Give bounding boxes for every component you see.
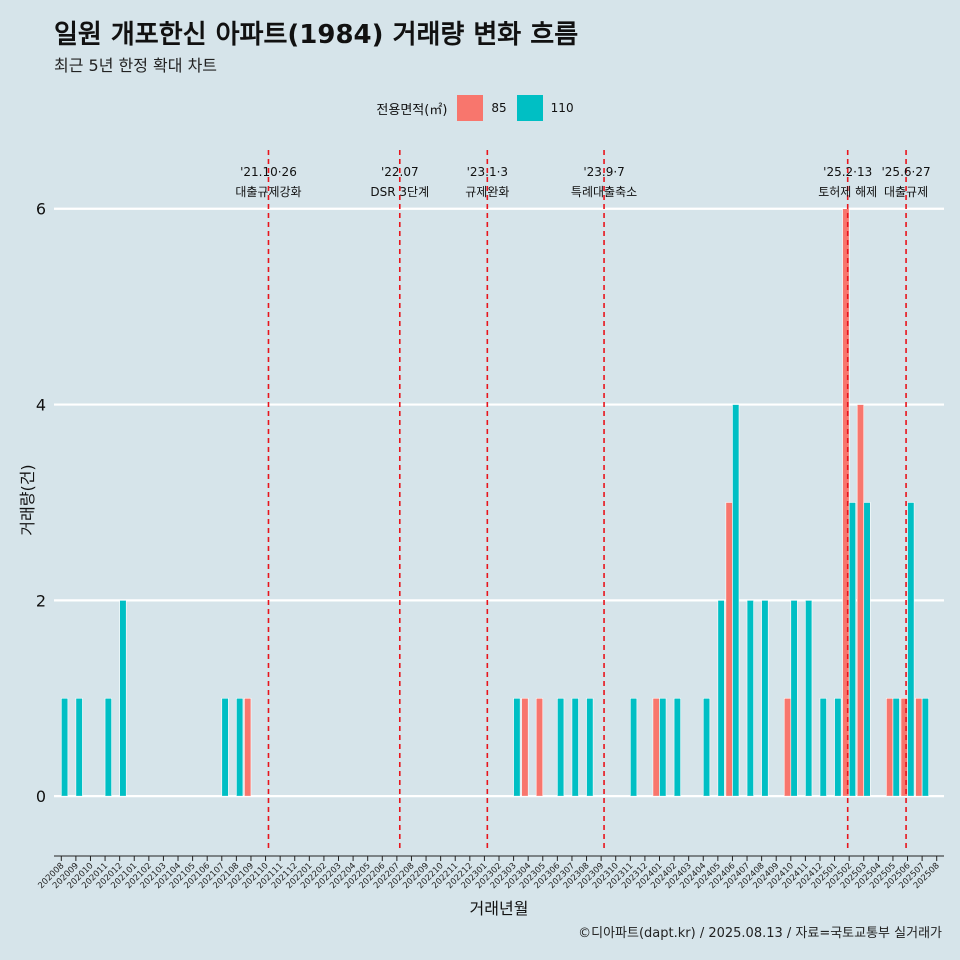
bar-110-202404: [702, 697, 711, 797]
x-axis-title: 거래년월: [470, 899, 529, 918]
bar-110-202412: [819, 697, 827, 797]
legend-title: 전용면적(㎡): [376, 102, 448, 118]
legend: 전용면적(㎡) 85 110: [0, 94, 960, 122]
bar-110-202303: [513, 697, 521, 797]
bar-110-202406: [732, 404, 740, 797]
bar-110-202411: [805, 600, 813, 797]
event-label: DSR 3단계: [370, 185, 429, 199]
bar-110-202108: [236, 697, 244, 797]
event-date-label: '23.9·7: [583, 165, 624, 179]
bar-110-202506: [907, 502, 915, 797]
bar-110-202307: [571, 697, 579, 797]
event-date-label: '23.1·3: [467, 165, 508, 179]
bar-85-202507: [915, 697, 923, 797]
bar-110-202306: [557, 697, 565, 797]
event-date-label: '25.2·13: [823, 165, 872, 179]
bar-110-202507: [921, 697, 929, 797]
y-tick-label: 6: [36, 200, 46, 219]
bar-110-202308: [586, 697, 594, 797]
legend-label-110: 110: [550, 101, 574, 115]
bar-110-202502: [848, 502, 857, 797]
bar-110-202503: [863, 502, 871, 797]
event-date-label: '25.6·27: [882, 165, 931, 179]
bar-85-202401: [652, 697, 660, 797]
legend-label-85: 85: [491, 101, 507, 115]
y-tick-label: 4: [36, 396, 46, 415]
bar-110-202505: [892, 697, 900, 797]
bar-110-202311: [630, 697, 638, 797]
bar-110-202107: [221, 697, 229, 797]
bar-85-202304: [521, 697, 529, 797]
legend-swatch-110: [516, 95, 543, 121]
legend-swatch-85: [457, 95, 484, 121]
bar-110-202410: [790, 600, 798, 797]
y-axis-title: 거래량(건): [18, 464, 37, 535]
y-tick-label: 2: [36, 591, 46, 610]
event-label: 특례대출축소: [571, 185, 637, 199]
bar-85-202109: [244, 697, 252, 797]
source-caption: ©디아파트(dapt.kr) / 2025.08.13 / 자료=국토교통부 실…: [578, 926, 942, 941]
event-label: 토허제 해제: [818, 185, 877, 199]
bar-110-202008: [60, 697, 69, 797]
event-date-label: '21.10·26: [240, 165, 297, 179]
chart-title: 일원 개포한신 아파트(1984) 거래량 변화 흐름: [54, 20, 579, 50]
bar-110-202011: [104, 697, 112, 797]
event-date-label: '22.07: [381, 165, 419, 179]
bar-85-202305: [535, 697, 544, 797]
legend-item-110: 110: [516, 95, 574, 121]
event-label: 규제완화: [465, 185, 509, 199]
legend-item-85: 85: [457, 95, 507, 121]
bar-110-202009: [75, 697, 83, 797]
bar-110-202501: [834, 697, 842, 797]
bar-85-202503: [856, 404, 865, 797]
y-tick-label: 0: [36, 787, 46, 806]
bar-85-202410: [783, 697, 792, 797]
event-label: 대출규제: [884, 185, 928, 199]
bar-110-202401: [659, 697, 667, 797]
bar-85-202406: [725, 502, 733, 797]
bar-85-202505: [886, 697, 894, 797]
bar-110-202012: [119, 600, 127, 797]
bar-110-202407: [746, 600, 754, 797]
bar-110-202405: [717, 600, 725, 797]
event-label: 대출규제강화: [235, 185, 301, 199]
bar-110-202408: [761, 600, 769, 797]
bar-110-202402: [673, 697, 681, 797]
chart-subtitle: 최근 5년 한정 확대 차트: [54, 56, 218, 75]
